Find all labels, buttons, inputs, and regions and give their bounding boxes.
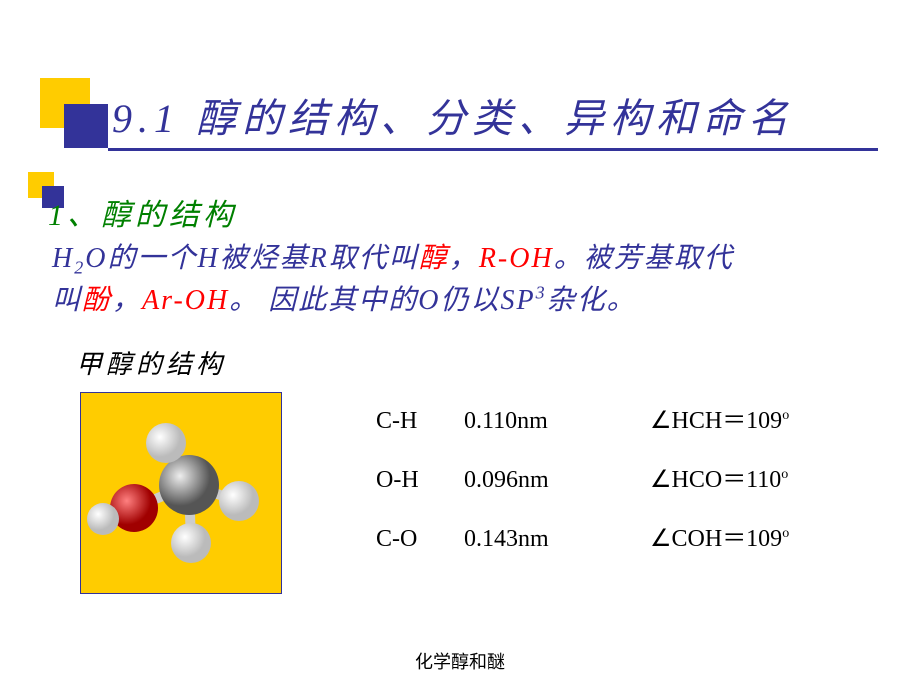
t: 。 因此其中的O仍以SP: [229, 285, 535, 316]
body-line-1: H2O的一个H被烃基R取代叫醇，R-OH。被芳基取代: [52, 236, 734, 279]
bond-length: 0.110nm: [464, 408, 644, 435]
keyword-alcohol: 醇: [419, 243, 449, 274]
formula-aroh: Ar-OH: [142, 285, 229, 316]
t: 杂化。: [547, 285, 637, 316]
slide: 9.1 醇的结构、分类、异构和命名 1、醇的结构 H2O的一个H被烃基R取代叫醇…: [0, 0, 920, 690]
bond-length: 0.143nm: [464, 526, 644, 553]
bond-label: C-H: [376, 408, 458, 435]
t: 叫: [52, 285, 82, 316]
formula-roh: R-OH: [479, 243, 554, 274]
sub: 2: [74, 258, 85, 278]
bond-angle: ∠HCH＝109o: [650, 400, 789, 435]
table-row: O-H 0.096nm ∠HCO＝110o: [376, 459, 789, 494]
t: 。被芳基取代: [554, 243, 734, 274]
molecule-svg: [81, 393, 281, 593]
slide-title: 9.1 醇的结构、分类、异构和命名: [112, 86, 794, 144]
table-row: C-O 0.143nm ∠COH＝109o: [376, 518, 789, 553]
bond-label: C-O: [376, 526, 458, 553]
table-row: C-H 0.110nm ∠HCH＝109o: [376, 400, 789, 435]
title-underline: [108, 148, 878, 151]
sup: 3: [536, 283, 547, 303]
molecule-image: [80, 392, 282, 594]
bond-data-table: C-H 0.110nm ∠HCH＝109o O-H 0.096nm ∠HCO＝1…: [376, 400, 789, 577]
bond-angle: ∠COH＝109o: [650, 518, 789, 553]
t: H: [52, 243, 74, 274]
keyword-phenol: 酚: [82, 285, 112, 316]
slide-footer: 化学醇和醚: [0, 648, 920, 674]
subsection-heading: 甲醇的结构: [76, 344, 226, 381]
t: ，: [112, 285, 142, 316]
bond-label: O-H: [376, 467, 458, 494]
t: O的一个H被烃基R取代叫: [85, 243, 419, 274]
section-heading: 1、醇的结构: [48, 190, 237, 234]
bond-length: 0.096nm: [464, 467, 644, 494]
t: ，: [449, 243, 479, 274]
body-line-2: 叫酚，Ar-OH。 因此其中的O仍以SP3杂化。: [52, 278, 637, 318]
decor-square-blue-large: [64, 104, 108, 148]
bond-angle: ∠HCO＝110o: [650, 459, 788, 494]
